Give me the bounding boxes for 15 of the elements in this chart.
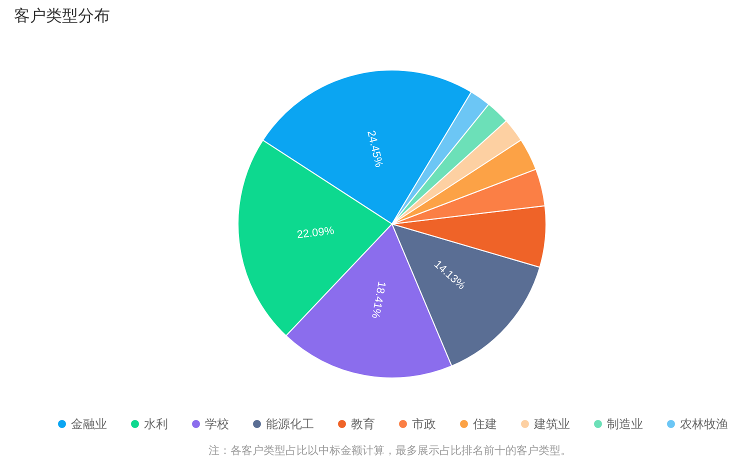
legend-label: 农林牧渔 — [680, 416, 728, 432]
legend-label: 学校 — [205, 416, 229, 432]
legend-label: 水利 — [144, 416, 168, 432]
legend-label: 建筑业 — [534, 416, 570, 432]
data-label: 24.45% — [364, 129, 385, 169]
legend-label: 制造业 — [607, 416, 643, 432]
legend-label: 教育 — [351, 416, 375, 432]
chart-title: 客户类型分布 — [14, 6, 110, 27]
data-label: 18.41% — [368, 280, 388, 320]
legend-label: 金融业 — [71, 416, 107, 432]
text: 注：各客户类型占比以中标金额计算，最多展示占比排名前十的客户类型。 — [208, 444, 572, 458]
legend-label: 能源化工 — [266, 416, 314, 432]
data-label: 22.09% — [296, 224, 335, 242]
legend-label: 住建 — [473, 416, 497, 432]
legend-label: 市政 — [412, 416, 436, 432]
